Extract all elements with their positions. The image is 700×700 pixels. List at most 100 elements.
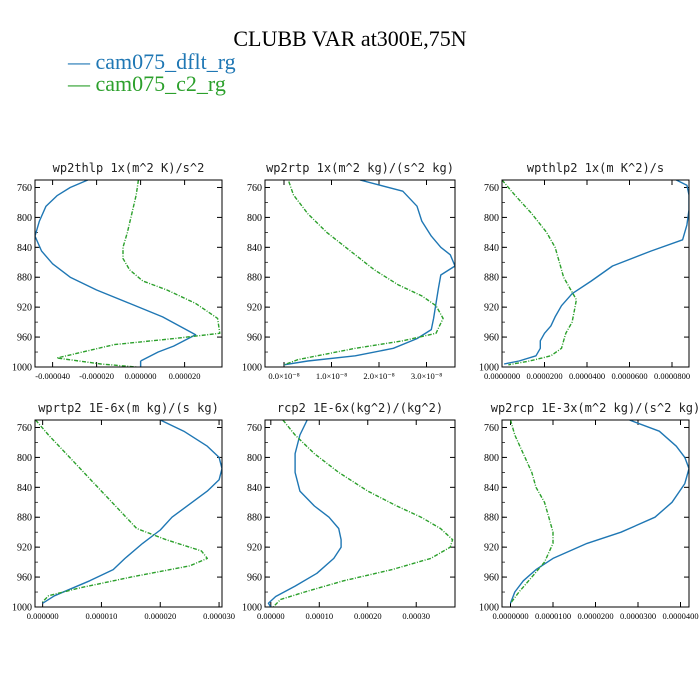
- plot-frame: [264, 179, 456, 368]
- legend-label-dflt: cam075_dflt_rg: [95, 49, 236, 74]
- y-tick-label: 840: [484, 243, 499, 254]
- subplot-title: wp2rtp 1x(m^2 kg)/(s^2 kg): [266, 161, 454, 175]
- x-tick-label: 0.000010: [86, 611, 118, 621]
- y-tick-label: 840: [247, 243, 262, 254]
- legend-dash-c2: —: [68, 71, 96, 96]
- y-tick-label: 880: [484, 273, 499, 284]
- plot-frame: [501, 179, 690, 368]
- y-tick-label: 960: [17, 573, 32, 584]
- subplot-6: wp2rcp 1E-3x(m^2 kg)/(s^2 kg) 760 800 840 88…: [479, 401, 700, 621]
- x-tick-label: 1.0×10⁻⁸: [316, 371, 347, 381]
- series-line-c2: [502, 180, 578, 366]
- x-tick-label: 0.0000400: [569, 371, 605, 381]
- y-tick-label: 920: [247, 303, 262, 314]
- y-tick-label: 760: [247, 423, 262, 434]
- x-tick-label: 0.0000100: [535, 611, 571, 621]
- y-tick-label: 760: [17, 183, 32, 194]
- subplot-title: rcp2 1E-6x(kg^2)/(kg^2): [277, 401, 443, 415]
- figure-title: CLUBB VAR at300E,75N: [233, 26, 467, 51]
- y-tick-label: 760: [484, 183, 499, 194]
- series-line-c2: [283, 181, 444, 366]
- x-tick-label: 0.0000000: [492, 611, 528, 621]
- y-tick-label: 1000: [12, 363, 32, 374]
- y-tick-label: 880: [17, 513, 32, 524]
- x-tick-label: 0.0×10⁻⁸: [268, 371, 299, 381]
- y-tick-label: 920: [17, 543, 32, 554]
- y-tick-label: 960: [247, 573, 262, 584]
- x-tick-label: 2.0×10⁻⁸: [363, 371, 394, 381]
- series-line-dflt: [503, 180, 689, 365]
- plot-frame: [264, 419, 456, 608]
- x-tick-label: 0.000000: [125, 371, 157, 381]
- y-tick-label: 840: [17, 483, 32, 494]
- subplot-1: wp2thlp 1x(m^2 K)/s^2 760 800 840 880 920 960 1…: [12, 161, 223, 381]
- series-line-c2: [35, 420, 209, 603]
- y-tick-label: 800: [17, 453, 32, 464]
- x-tick-label: 0.0000800: [654, 371, 690, 381]
- series-line-c2: [56, 180, 221, 367]
- y-tick-label: 920: [17, 303, 32, 314]
- subplot-3: wpthlp2 1x(m K^2)/s 760 800 840 880 920 960 100…: [479, 161, 690, 381]
- y-tick-label: 840: [484, 483, 499, 494]
- x-tick-label: 0.000030: [203, 611, 235, 621]
- x-tick-label: 0.0000600: [611, 371, 647, 381]
- x-tick-label: 0.0000200: [526, 371, 562, 381]
- x-tick-label: 0.000020: [144, 611, 176, 621]
- series-line-dflt: [35, 180, 197, 362]
- subplot-2: wp2rtp 1x(m^2 kg)/(s^2 kg) 760 800 840 880 92…: [242, 161, 456, 381]
- series-line-c2: [272, 420, 454, 607]
- series-line-c2: [509, 420, 554, 604]
- subplot-title: wprtp2 1E-6x(m kg)/(s kg): [38, 401, 219, 415]
- subplot-5: rcp2 1E-6x(kg^2)/(kg^2) 760 800 840 880 920 96…: [242, 401, 456, 621]
- x-tick-label: 0.000000: [27, 611, 59, 621]
- x-tick-label: 0.0000300: [620, 611, 656, 621]
- series-line-dflt: [267, 420, 342, 607]
- legend-label-c2: cam075_c2_rg: [95, 71, 226, 96]
- y-tick-label: 880: [247, 513, 262, 524]
- plot-frame: [34, 419, 223, 608]
- y-tick-label: 880: [247, 273, 262, 284]
- y-tick-label: 1000: [242, 603, 262, 614]
- y-tick-label: 960: [484, 573, 499, 584]
- y-tick-label: 1000: [242, 363, 262, 374]
- y-tick-label: 880: [17, 273, 32, 284]
- y-tick-label: 800: [247, 453, 262, 464]
- subplot-title: wpthlp2 1x(m K^2)/s: [527, 161, 664, 175]
- y-tick-label: 800: [247, 213, 262, 224]
- series-line-dflt: [283, 180, 455, 366]
- x-tick-label: 3.0×10⁻⁸: [411, 371, 442, 381]
- legend-entry-dflt: — cam075_dflt_rg: [68, 50, 236, 74]
- y-tick-label: 960: [247, 333, 262, 344]
- y-tick-label: 760: [484, 423, 499, 434]
- y-tick-label: 800: [484, 453, 499, 464]
- x-tick-label: -0.000040: [35, 371, 70, 381]
- legend-dash-dflt: —: [68, 49, 96, 74]
- y-tick-label: 960: [484, 333, 499, 344]
- x-tick-label: 0.0000400: [662, 611, 698, 621]
- y-tick-label: 800: [17, 213, 32, 224]
- y-tick-label: 1000: [479, 363, 499, 374]
- x-tick-label: 0.000020: [169, 371, 201, 381]
- x-tick-label: -0.000020: [79, 371, 114, 381]
- x-tick-label: 0.00000: [257, 611, 285, 621]
- legend-entry-c2: — cam075_c2_rg: [68, 72, 226, 96]
- y-tick-label: 920: [247, 543, 262, 554]
- y-tick-label: 920: [484, 303, 499, 314]
- x-tick-label: 0.0000000: [484, 371, 520, 381]
- y-tick-label: 960: [17, 333, 32, 344]
- x-tick-label: 0.00010: [305, 611, 333, 621]
- y-tick-label: 760: [247, 183, 262, 194]
- y-tick-label: 840: [247, 483, 262, 494]
- series-line-dflt: [509, 420, 689, 604]
- y-tick-label: 800: [484, 213, 499, 224]
- series-line-dflt: [42, 420, 222, 604]
- plot-frame: [501, 419, 690, 608]
- y-tick-label: 1000: [479, 603, 499, 614]
- x-tick-label: 0.0000200: [577, 611, 613, 621]
- subplot-title: wp2thlp 1x(m^2 K)/s^2: [53, 161, 205, 175]
- y-tick-label: 920: [484, 543, 499, 554]
- y-tick-label: 760: [17, 423, 32, 434]
- y-tick-label: 840: [17, 243, 32, 254]
